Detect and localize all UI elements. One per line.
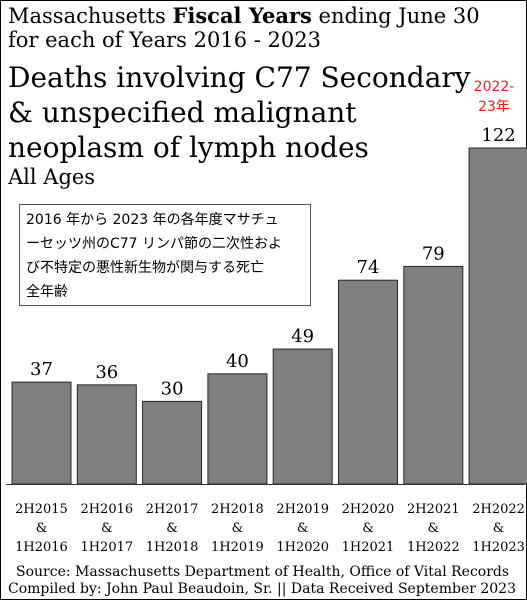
bar-5 bbox=[338, 279, 398, 485]
japanese-note-line-4: 全年齢 bbox=[26, 284, 68, 300]
japanese-note-line-3: び不特定の悪性新生物が関与する死亡 bbox=[26, 260, 264, 276]
x-tick-label-3-2: 1H2019 bbox=[211, 540, 264, 555]
x-tick-label-2-0: 2H2017 bbox=[146, 502, 199, 517]
year-annotation-line-1: 2022- bbox=[473, 79, 515, 95]
header-line-1-a: Massachusetts bbox=[8, 4, 173, 28]
x-tick-label-0-2: 1H2016 bbox=[15, 540, 68, 555]
x-tick-label-0-0: 2H2015 bbox=[15, 502, 68, 517]
x-tick-label-7-0: 2H2022 bbox=[472, 502, 525, 517]
chart-title: Deaths involving C77 Secondary & unspeci… bbox=[8, 61, 471, 164]
x-tick-label-3-1: & bbox=[232, 521, 244, 536]
bar-6 bbox=[403, 265, 464, 485]
data-label-4: 49 bbox=[291, 326, 314, 347]
header-line-1: Massachusetts Fiscal Years ending June 3… bbox=[8, 2, 480, 30]
japanese-note-line-2: ーセッツ州のC77 リンパ節の二次性およ bbox=[26, 236, 283, 252]
data-label-5: 74 bbox=[357, 257, 380, 278]
year-annotation: 2022- 23年 bbox=[462, 77, 526, 117]
x-tick-label-7-2: 1H2023 bbox=[472, 540, 525, 555]
x-tick-label-5-0: 2H2020 bbox=[342, 502, 395, 517]
x-tick-label-7-1: & bbox=[493, 521, 505, 536]
x-tick-label-5-2: 1H2021 bbox=[342, 540, 395, 555]
header-line-1-c: ending June 30 bbox=[311, 4, 480, 28]
x-tick-label-6-0: 2H2021 bbox=[407, 502, 460, 517]
japanese-note-box: 2016 年から 2023 年の各年度マサチュ ーセッツ州のC77 リンパ節の二… bbox=[19, 204, 311, 306]
data-label-6: 79 bbox=[422, 243, 445, 264]
x-tick-label-4-1: & bbox=[297, 521, 309, 536]
bar-7 bbox=[468, 147, 527, 485]
x-tick-label-1-0: 2H2016 bbox=[80, 502, 133, 517]
x-tick-label-4-0: 2H2019 bbox=[276, 502, 329, 517]
data-label-3: 40 bbox=[226, 351, 249, 372]
japanese-note-line-1: 2016 年から 2023 年の各年度マサチュ bbox=[26, 212, 279, 228]
data-label-1: 36 bbox=[95, 362, 118, 383]
x-tick-label-0-1: & bbox=[36, 521, 48, 536]
x-tick-label-1-1: & bbox=[101, 521, 113, 536]
source-note: Source: Massachusetts Department of Heal… bbox=[16, 564, 510, 580]
data-label-0: 37 bbox=[30, 359, 53, 380]
data-label-7: 122 bbox=[481, 125, 515, 146]
chart-subtitle: All Ages bbox=[8, 165, 96, 189]
x-tick-label-6-2: 1H2022 bbox=[407, 540, 460, 555]
x-tick-label-1-2: 1H2017 bbox=[80, 540, 133, 555]
year-annotation-line-2: 23年 bbox=[478, 99, 510, 115]
x-tick-label-2-1: & bbox=[166, 521, 178, 536]
compiled-note: Compiled by: John Paul Beaudoin, Sr. || … bbox=[8, 581, 516, 597]
bar-0 bbox=[11, 381, 72, 485]
x-tick-label-2-2: 1H2018 bbox=[146, 540, 199, 555]
header-line-1-b: Fiscal Years bbox=[172, 3, 312, 28]
bar-4 bbox=[272, 348, 333, 485]
x-tick-label-4-2: 1H2020 bbox=[276, 540, 329, 555]
data-label-2: 30 bbox=[161, 378, 184, 399]
bar-2 bbox=[142, 400, 203, 485]
bar-3 bbox=[207, 373, 268, 485]
header-line-2: for each of Years 2016 - 2023 bbox=[8, 28, 321, 52]
x-tick-label-3-0: 2H2018 bbox=[211, 502, 264, 517]
x-tick-label-5-1: & bbox=[362, 521, 374, 536]
bar-1 bbox=[76, 384, 137, 485]
x-tick-label-6-1: & bbox=[428, 521, 440, 536]
